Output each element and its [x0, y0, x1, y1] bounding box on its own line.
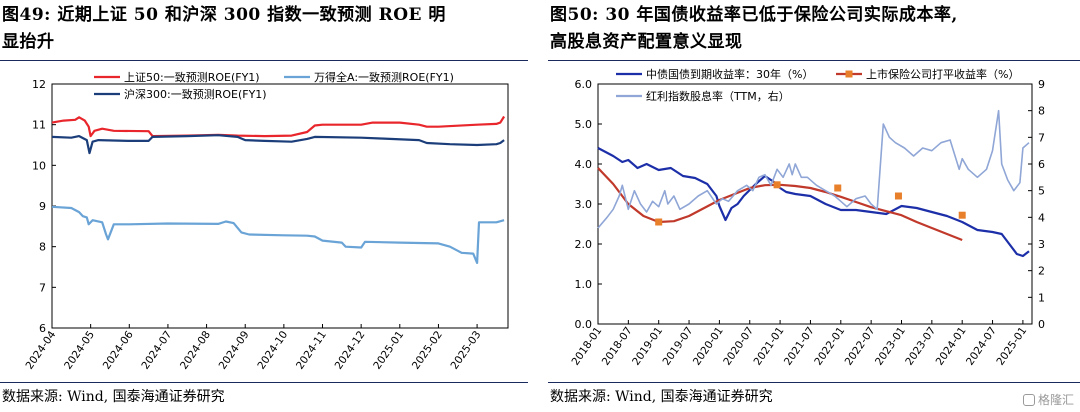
x-tick-label: 2024-12 — [333, 329, 368, 372]
left-bottom-rule — [0, 382, 528, 383]
right-figure-title: 图50: 30 年国债收益率已低于保险公司实际成本率, 高股息资产配置意义显现 — [550, 2, 1078, 56]
legend-label-1: 上市保险公司打平收益率（%） — [866, 67, 1019, 81]
watermark-text: 格隆汇 — [1037, 393, 1074, 407]
right-figure-title-line2: 高股息资产配置意义显现 — [550, 32, 743, 52]
right-figure-title-line1: 图50: 30 年国债收益率已低于保险公司实际成本率, — [550, 5, 958, 25]
y-tick-label: 2.0 — [575, 238, 593, 251]
x-tick-label: 2025-03 — [449, 329, 484, 372]
legend-label-0: 上证50:一致预测ROE(FY1) — [124, 70, 260, 84]
right-yield-chart: 0.01.02.03.04.05.06.001234567892018-0120… — [569, 67, 1045, 368]
series-marker — [773, 181, 781, 189]
y-tick-label: 10 — [32, 159, 46, 172]
legend-marker-1 — [845, 70, 853, 78]
x-tick-label: 2024-06 — [101, 329, 136, 372]
y2-tick-label: 3 — [1038, 238, 1045, 251]
right-source-note: 数据来源: Wind, 国泰海通证券研究 — [550, 389, 773, 405]
y-tick-label: 7 — [39, 281, 46, 294]
y2-tick-label: 6 — [1038, 158, 1045, 171]
y2-tick-label: 1 — [1038, 291, 1045, 304]
y-tick-label: 12 — [32, 78, 46, 91]
y2-tick-label: 8 — [1038, 105, 1045, 118]
x-tick-label: 2025-02 — [410, 329, 445, 372]
y-tick-label: 8 — [39, 241, 46, 254]
legend-label-0: 中债国债到期收益率：30年（%） — [646, 67, 813, 81]
series-line-2 — [597, 109, 1030, 229]
x-tick-label: 2024-10 — [255, 329, 290, 372]
left-figure-title-line2: 显抬升 — [2, 32, 55, 52]
series-line-0 — [597, 147, 1030, 258]
series-marker — [834, 184, 842, 192]
x-tick-label: 2024-05 — [62, 329, 97, 372]
series-line-2 — [51, 134, 505, 155]
y2-tick-label: 0 — [1038, 318, 1045, 331]
plot-frame — [51, 83, 509, 329]
y-tick-label: 6 — [39, 322, 46, 335]
y-tick-label: 11 — [32, 119, 46, 132]
x-tick-label: 2024-04 — [23, 329, 58, 372]
y2-tick-label: 9 — [1038, 78, 1045, 91]
y-tick-label: 1.0 — [575, 278, 593, 291]
y-tick-label: 0.0 — [575, 318, 593, 331]
x-tick-label: 2024-11 — [294, 329, 329, 372]
y2-tick-label: 2 — [1038, 265, 1045, 278]
watermark-icon — [1022, 393, 1035, 406]
right-bottom-rule — [548, 382, 1080, 383]
left-top-rule — [0, 60, 528, 61]
right-figure-panel: 图50: 30 年国债收益率已低于保险公司实际成本率, 高股息资产配置意义显现 … — [548, 0, 1080, 412]
series-line-0 — [51, 115, 506, 138]
left-figure-title-line1: 图49: 近期上证 50 和沪深 300 指数一致预测 ROE 明 — [2, 5, 446, 25]
left-figure-panel: 图49: 近期上证 50 和沪深 300 指数一致预测 ROE 明 显抬升 6 7… — [0, 0, 528, 412]
right-top-rule — [548, 60, 1080, 61]
y-tick-label: 4.0 — [575, 158, 593, 171]
legend-label-2: 红利指数股息率（TTM，右） — [646, 89, 790, 103]
y-tick-label: 9 — [39, 200, 46, 213]
legend-label-2: 沪深300:一致预测ROE(FY1) — [124, 87, 267, 101]
series-marker — [894, 192, 902, 200]
x-tick-label: 2024-09 — [217, 329, 252, 372]
series-marker — [958, 211, 966, 219]
legend-label-1: 万得全A:一致预测ROE(FY1) — [314, 70, 454, 84]
series-marker — [655, 218, 663, 226]
x-tick-label: 2025-01 — [371, 329, 406, 372]
series-line-1 — [51, 205, 505, 264]
y-tick-label: 6.0 — [575, 78, 593, 91]
series-line-1 — [597, 167, 963, 242]
x-tick-label: 2025-01 — [994, 325, 1029, 368]
y2-tick-label: 7 — [1038, 131, 1045, 144]
x-tick-label: 2024-07 — [139, 329, 174, 372]
y-tick-label: 3.0 — [575, 198, 593, 211]
y2-tick-label: 5 — [1038, 185, 1045, 198]
plot-frame — [597, 83, 1033, 325]
left-figure-title: 图49: 近期上证 50 和沪深 300 指数一致预测 ROE 明 显抬升 — [2, 2, 526, 56]
y2-tick-label: 4 — [1038, 211, 1045, 224]
x-tick-label: 2024-08 — [178, 329, 213, 372]
left-source-note: 数据来源: Wind, 国泰海通证券研究 — [2, 389, 225, 405]
y-tick-label: 5.0 — [575, 118, 593, 131]
watermark-logo: 格隆汇 — [1022, 391, 1074, 408]
